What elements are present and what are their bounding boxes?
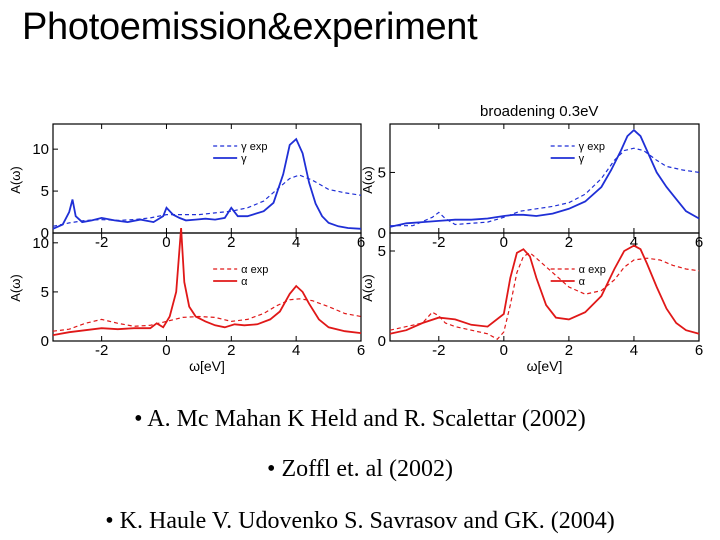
gamma-broadened-ylabel: A(ω) <box>360 166 375 193</box>
reference-zoffl: • Zoffl et. al (2002) <box>267 456 453 482</box>
gamma-dmft-xtick-label: -2 <box>95 234 108 251</box>
alpha-broadened-xtick-label: 4 <box>630 342 638 359</box>
alpha-broadened-ytick-label: 5 <box>378 243 386 260</box>
alpha-dmft-frame <box>52 232 362 342</box>
gamma-dmft-ytick-label: 0 <box>41 225 49 242</box>
gamma-broadened-ytick-label: 5 <box>378 164 386 181</box>
alpha-broadened-frame <box>389 232 700 342</box>
alpha-dmft-ytick-label: 0 <box>41 333 49 350</box>
alpha-dmft-ytick-label: 10 <box>32 235 49 252</box>
gamma-dmft-ytick-label: 10 <box>32 141 49 158</box>
alpha-broadened-xtick-label: -2 <box>432 342 445 359</box>
alpha-dmft-legend-label: α <box>241 276 248 288</box>
alpha-dmft-xtick-label: 2 <box>227 342 235 359</box>
alpha-broadened-xtick-label: 0 <box>500 342 508 359</box>
alpha-broadened-theory-line <box>389 244 700 335</box>
alpha-dmft-xtick-label: -2 <box>95 342 108 359</box>
reference-mcmahan: • A. Mc Mahan K Held and R. Scalettar (2… <box>134 406 586 432</box>
gamma-broadened-legend-label: γ exp <box>579 141 605 153</box>
gamma-broadened-ytick-label: 0 <box>378 225 386 242</box>
gamma-dmft-xtick-label: 2 <box>227 234 235 251</box>
gamma-dmft-frame <box>52 123 362 234</box>
slide-title: Photoemission&experiment <box>22 6 478 48</box>
gamma-broadened-xtick-label: 0 <box>500 234 508 251</box>
alpha-dmft-xtick-label: 0 <box>162 342 170 359</box>
alpha-broadened-ytick-label: 0 <box>378 333 386 350</box>
alpha-dmft-xlabel: ω[eV] <box>189 358 225 374</box>
gamma-dmft-legend-label: γ <box>241 153 247 165</box>
gamma-broadened-xtick-label: -2 <box>432 234 445 251</box>
alpha-broadened-xtick-label: 6 <box>695 342 703 359</box>
gamma-dmft-legend-label: γ exp <box>241 141 267 153</box>
gamma-dmft-xtick-label: 0 <box>162 234 170 251</box>
gamma-broadened-frame <box>389 123 700 234</box>
alpha-dmft-xtick-label: 6 <box>357 342 365 359</box>
gamma-dmft-ylabel: A(ω) <box>8 166 23 193</box>
alpha-dmft-exp-line <box>52 298 362 332</box>
alpha-dmft-xtick-label: 4 <box>292 342 300 359</box>
reference-haule: • K. Haule V. Udovenko S. Savrasov and G… <box>105 508 615 534</box>
alpha-broadened-exp-line <box>389 252 700 340</box>
alpha-broadened-legend-label: α exp <box>579 264 606 276</box>
gamma-dmft-theory-line <box>52 137 362 230</box>
gamma-broadened-xtick-label: 4 <box>630 234 638 251</box>
alpha-dmft-theory-line <box>52 228 362 336</box>
alpha-broadened-ylabel: A(ω) <box>360 274 375 301</box>
alpha-dmft-ylabel: A(ω) <box>8 274 23 301</box>
alpha-dmft-ytick-label: 5 <box>41 284 49 301</box>
gamma-broadened-legend-label: γ <box>579 153 585 165</box>
gamma-dmft-exp-line <box>52 174 362 227</box>
gamma-broadened-xtick-label: 2 <box>565 234 573 251</box>
alpha-broadened-xlabel: ω[eV] <box>527 358 563 374</box>
gamma-dmft-ytick-label: 5 <box>41 183 49 200</box>
alpha-broadened-legend-label: α <box>579 276 586 288</box>
gamma-broadened-theory-line <box>389 128 700 228</box>
gamma-dmft-xtick-label: 4 <box>292 234 300 251</box>
alpha-broadened-xtick-label: 2 <box>565 342 573 359</box>
gamma-broadened-exp-line <box>390 147 700 227</box>
alpha-dmft-legend-label: α exp <box>241 264 268 276</box>
broadening-label: broadening 0.3eV <box>480 103 598 120</box>
